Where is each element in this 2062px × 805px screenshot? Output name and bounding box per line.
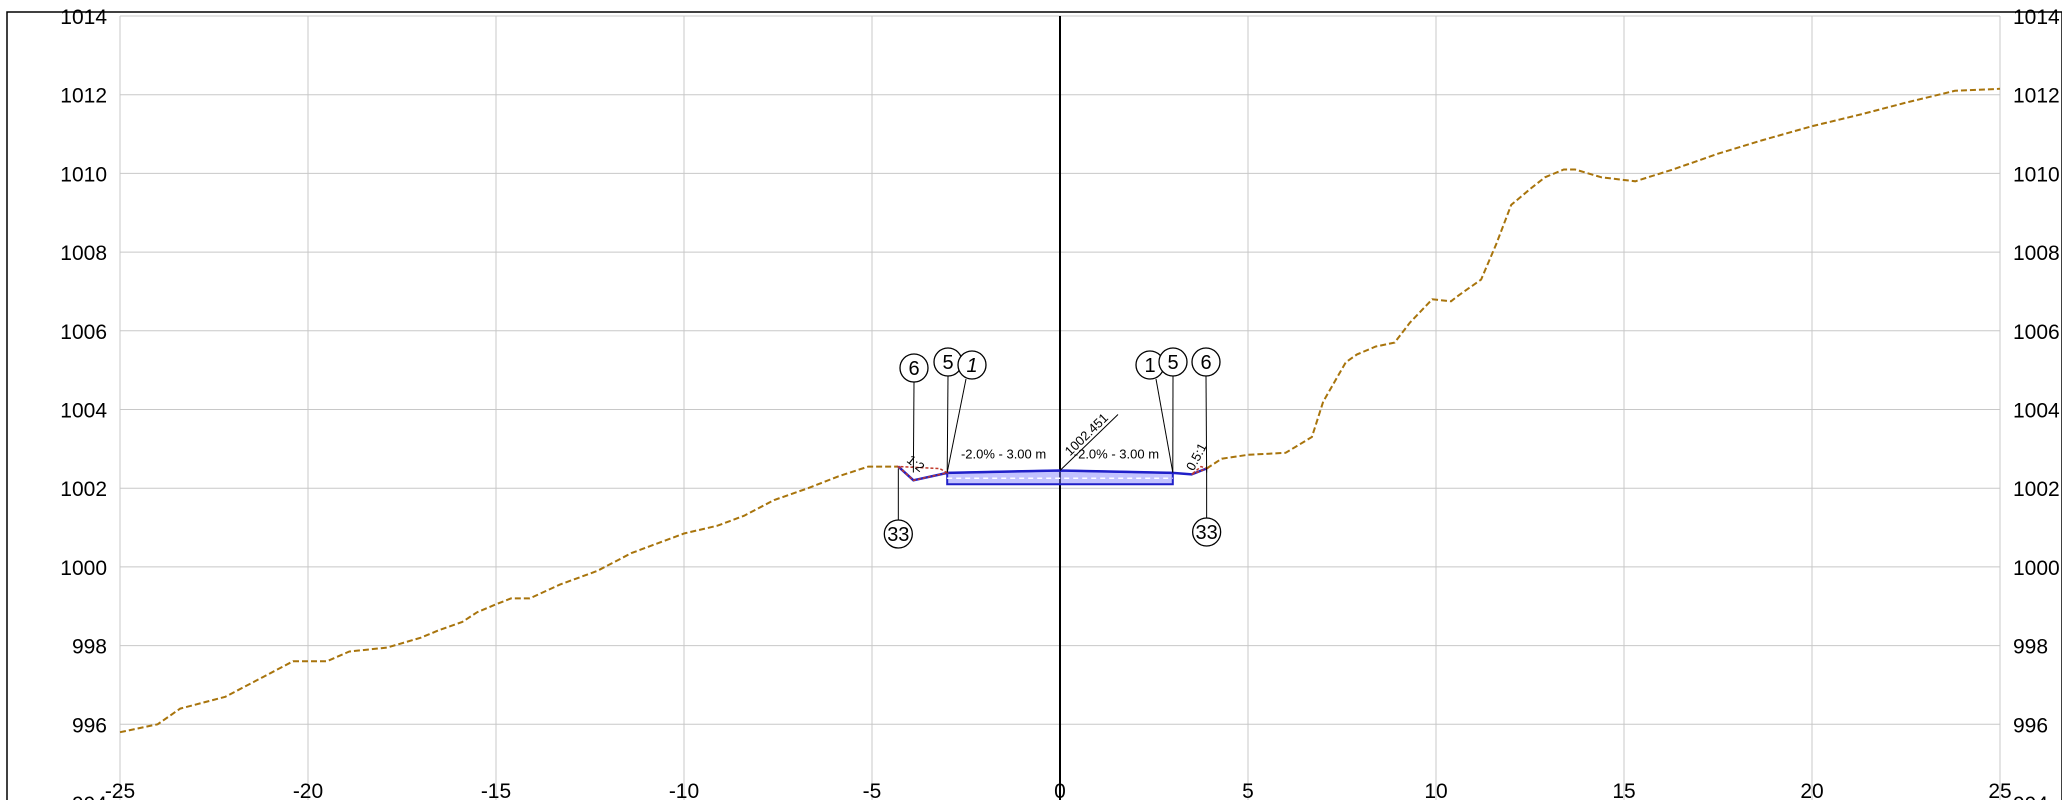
x-tick-label: -15 — [481, 780, 511, 800]
callout-label: 5 — [1167, 352, 1178, 374]
y-tick-label-left: 996 — [72, 714, 107, 737]
y-tick-label-left: 1014 — [60, 6, 107, 29]
callout-label: 6 — [908, 358, 919, 380]
y-tick-label-right: 1012 — [2013, 85, 2060, 108]
x-tick-label: 25 — [1988, 780, 2011, 800]
y-tick-labels-right: 994 996 998 1000 1002 1004 1006 1008 1010 1012 101… — [2013, 6, 2060, 800]
callout-label: 33 — [887, 524, 909, 546]
x-tick-labels: -25-20-15-10-50510152025 — [105, 780, 2012, 800]
x-tick-label: 15 — [1612, 780, 1635, 800]
y-tick-label-left: 1012 — [60, 85, 107, 108]
x-tick-label: -25 — [105, 780, 135, 800]
y-tick-label-left: 994 — [72, 793, 107, 800]
callout-leader-line — [913, 382, 914, 472]
y-tick-label-right: 1014 — [2013, 6, 2060, 29]
y-tick-label-right: 994 — [2013, 793, 2048, 800]
x-tick-label: 10 — [1424, 780, 1447, 800]
y-tick-label-right: 1006 — [2013, 321, 2060, 344]
terrain-line — [120, 467, 898, 733]
x-tick-label: -5 — [863, 780, 882, 800]
x-tick-label: 20 — [1800, 780, 1823, 800]
y-tick-label-right: 1010 — [2013, 163, 2060, 186]
y-tick-label-right: 1000 — [2013, 557, 2060, 580]
callout-label: 1 — [966, 355, 977, 377]
x-tick-label: -10 — [669, 780, 699, 800]
y-tick-label-right: 1008 — [2013, 242, 2060, 265]
y-tick-label-left: 1004 — [60, 400, 107, 423]
y-tick-label-left: 1006 — [60, 321, 107, 344]
y-tick-label-right: 1002 — [2013, 478, 2060, 501]
callout-label: 6 — [1200, 352, 1211, 374]
y-tick-label-right: 996 — [2013, 714, 2048, 737]
x-tick-label: -20 — [293, 780, 323, 800]
callout-label: 1 — [1144, 355, 1155, 377]
y-tick-label-left: 1010 — [60, 163, 107, 186]
y-tick-labels-left: 994 996 998 1000 1002 1004 1006 1008 1010 1012 101… — [60, 6, 107, 800]
x-tick-label: 5 — [1242, 780, 1254, 800]
callout-label: 5 — [942, 352, 953, 374]
slope-label-right: -2.0% - 3.00 m — [1074, 447, 1159, 462]
chart-frame — [7, 12, 2062, 800]
terrain-line — [1207, 89, 2000, 469]
y-tick-label-left: 1000 — [60, 557, 107, 580]
y-tick-label-right: 1004 — [2013, 400, 2060, 423]
callout-leader-line — [1206, 376, 1207, 472]
callout-leader-line — [947, 376, 948, 472]
slope-label-left: -2.0% - 3.00 m — [961, 447, 1046, 462]
y-tick-label-left: 1002 — [60, 478, 107, 501]
callout-label: 33 — [1196, 522, 1218, 544]
y-tick-label-left: 1008 — [60, 242, 107, 265]
y-tick-label-left: 998 — [72, 636, 107, 659]
y-tick-label-right: 998 — [2013, 636, 2048, 659]
side-slope-label-left: 1:2 — [904, 452, 927, 475]
